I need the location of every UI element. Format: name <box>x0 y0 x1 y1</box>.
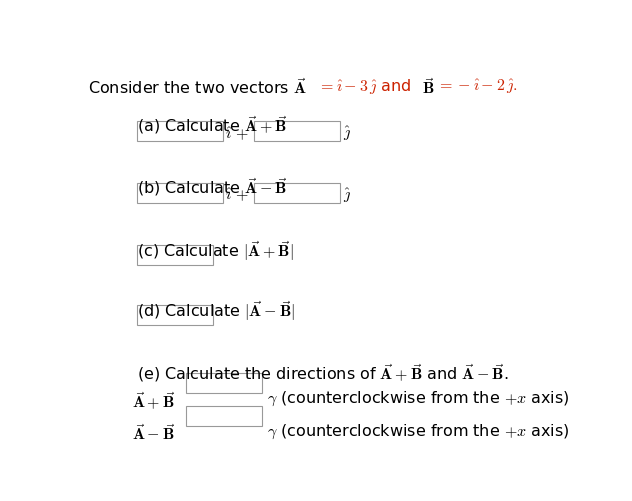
FancyBboxPatch shape <box>186 373 262 393</box>
Text: (e) Calculate the directions of $\vec{\mathbf{A}} + \vec{\mathbf{B}}$ and $\vec{: (e) Calculate the directions of $\vec{\m… <box>137 362 508 384</box>
Text: $\hat{\jmath}$: $\hat{\jmath}$ <box>344 186 351 205</box>
Text: (b) Calculate $\vec{\mathbf{A}} - \vec{\mathbf{B}}$: (b) Calculate $\vec{\mathbf{A}} - \vec{\… <box>137 176 288 198</box>
Text: (c) Calculate $|\vec{\mathbf{A}} + \vec{\mathbf{B}}|$: (c) Calculate $|\vec{\mathbf{A}} + \vec{… <box>137 239 293 264</box>
Text: (a) Calculate $\vec{\mathbf{A}} + \vec{\mathbf{B}}$: (a) Calculate $\vec{\mathbf{A}} + \vec{\… <box>137 114 287 136</box>
Text: $\hat{\jmath}$: $\hat{\jmath}$ <box>344 125 351 143</box>
Text: $= -\hat{\imath} - 2\,\hat{\jmath}.$: $= -\hat{\imath} - 2\,\hat{\jmath}.$ <box>437 78 518 96</box>
Text: $= \hat{\imath} - 3\,\hat{\jmath}$ and: $= \hat{\imath} - 3\,\hat{\jmath}$ and <box>317 78 412 97</box>
FancyBboxPatch shape <box>137 245 213 266</box>
Text: $\hat{\imath}\, +$: $\hat{\imath}\, +$ <box>226 126 249 143</box>
FancyBboxPatch shape <box>137 121 222 141</box>
Text: (d) Calculate $|\vec{\mathbf{A}} - \vec{\mathbf{B}}|$: (d) Calculate $|\vec{\mathbf{A}} - \vec{… <box>137 299 295 323</box>
Text: $°$ (counterclockwise from the $+x$ axis): $°$ (counterclockwise from the $+x$ axis… <box>267 390 569 408</box>
FancyBboxPatch shape <box>254 121 340 141</box>
Text: $\vec{\mathbf{B}}$: $\vec{\mathbf{B}}$ <box>422 78 435 98</box>
Text: $°$ (counterclockwise from the $+x$ axis): $°$ (counterclockwise from the $+x$ axis… <box>267 423 569 441</box>
FancyBboxPatch shape <box>186 406 262 426</box>
Text: $\vec{\mathbf{A}} - \vec{\mathbf{B}}$: $\vec{\mathbf{A}} - \vec{\mathbf{B}}$ <box>132 423 175 443</box>
FancyBboxPatch shape <box>137 305 213 325</box>
Text: Consider the two vectors $\vec{\mathbf{A}}$: Consider the two vectors $\vec{\mathbf{A… <box>88 78 307 98</box>
Text: $\vec{\mathbf{A}} + \vec{\mathbf{B}}$: $\vec{\mathbf{A}} + \vec{\mathbf{B}}$ <box>132 390 175 412</box>
FancyBboxPatch shape <box>137 183 222 203</box>
Text: $\hat{\imath}\, +$: $\hat{\imath}\, +$ <box>226 187 249 204</box>
FancyBboxPatch shape <box>254 183 340 203</box>
